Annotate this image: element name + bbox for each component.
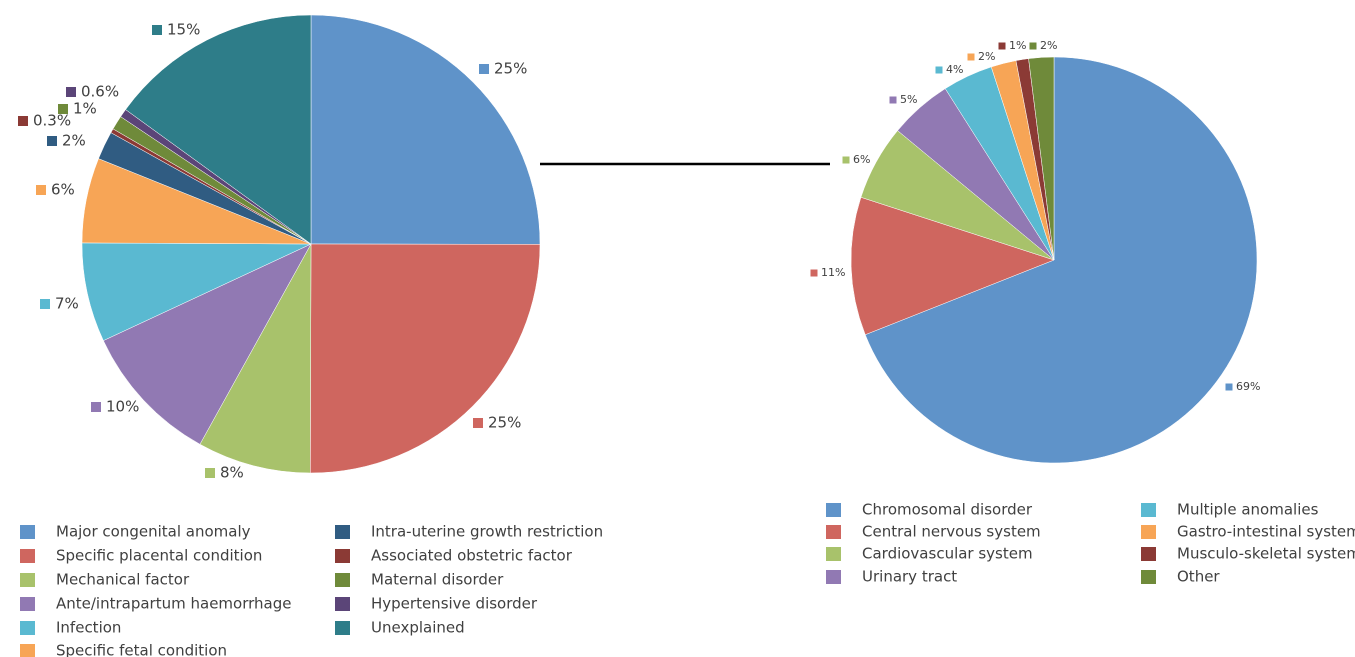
legend-label: Cardiovascular system [862,545,1033,563]
legend-swatch [1141,525,1156,539]
data-label: 1% [73,100,97,118]
legend-swatch [1141,570,1156,584]
legend-swatch [20,597,35,611]
label-marker [91,402,101,412]
label-marker [935,66,943,74]
data-label: 2% [1040,39,1057,52]
legend-swatch [1141,503,1156,517]
legend-label: Musculo-skeletal system [1177,545,1355,563]
legend-label: Chromosomal disorder [862,501,1033,519]
data-label: 8% [220,464,244,482]
legend-swatch [20,621,35,635]
data-label: 6% [51,181,75,199]
legend-swatch [826,547,841,561]
label-marker [473,418,483,428]
legend-swatch [20,573,35,587]
data-label: 25% [494,60,527,78]
legend-label: Major congenital anomaly [56,523,251,541]
data-label: 7% [55,295,79,313]
legend-label: Maternal disorder [371,571,504,589]
data-label: 4% [946,63,963,76]
legend-label: Specific placental condition [56,547,262,565]
label-marker [18,116,28,126]
legend-label: Hypertensive disorder [371,595,538,613]
data-label: 6% [853,153,870,166]
label-marker [1029,42,1037,50]
legend-label: Multiple anomalies [1177,501,1319,519]
data-label: 69% [1236,380,1260,393]
label-marker [40,299,50,309]
label-marker [66,87,76,97]
legend-swatch [335,573,350,587]
label-marker [205,468,215,478]
label-marker [479,64,489,74]
legend-swatch [20,644,35,657]
data-label: 10% [106,398,139,416]
data-label: 2% [978,50,995,63]
pie-slice [1028,56,1055,261]
pie-slice [103,243,312,445]
label-marker [47,136,57,146]
legend-label: Mechanical factor [56,571,190,589]
legend-label: Central nervous system [862,523,1041,541]
label-marker [810,269,818,277]
legend-swatch [826,503,841,517]
data-label: 1% [1009,39,1026,52]
label-marker [152,25,162,35]
label-marker [967,53,975,61]
data-label: 5% [900,93,917,106]
legend-swatch [826,570,841,584]
legend-label: Intra-uterine growth restriction [371,523,603,541]
label-marker [998,42,1006,50]
legend-label: Infection [56,619,121,637]
pie-slice [850,196,1055,336]
legend-label: Associated obstetric factor [371,547,573,565]
legend-label: Ante/intrapartum haemorrhage [56,595,291,613]
legend-swatch [335,621,350,635]
pie-slice [199,243,312,474]
legend-label: Other [1177,568,1220,586]
data-label: 15% [167,21,200,39]
data-label: 2% [62,132,86,150]
legend-label: Unexplained [371,619,465,637]
label-marker [1225,383,1233,391]
legend-swatch [20,525,35,539]
legend-label: Specific fetal condition [56,642,227,657]
legend-label: Gastro-intestinal system [1177,523,1355,541]
data-label: 25% [488,414,521,432]
legend-swatch [335,525,350,539]
legend-swatch [335,549,350,563]
pie-slice [310,14,541,245]
legend-swatch [1141,547,1156,561]
pie-slice [310,243,541,474]
data-label: 0.6% [81,83,119,101]
pie-slice [864,56,1258,464]
label-marker [842,156,850,164]
label-marker [889,96,897,104]
data-label: 0.3% [33,112,71,130]
pie-slice [125,14,312,245]
legend-swatch [826,525,841,539]
data-label: 11% [821,266,845,279]
legend-label: Urinary tract [862,568,957,586]
label-marker [36,185,46,195]
legend-swatch [335,597,350,611]
legend-swatch [20,549,35,563]
label-marker [58,104,68,114]
